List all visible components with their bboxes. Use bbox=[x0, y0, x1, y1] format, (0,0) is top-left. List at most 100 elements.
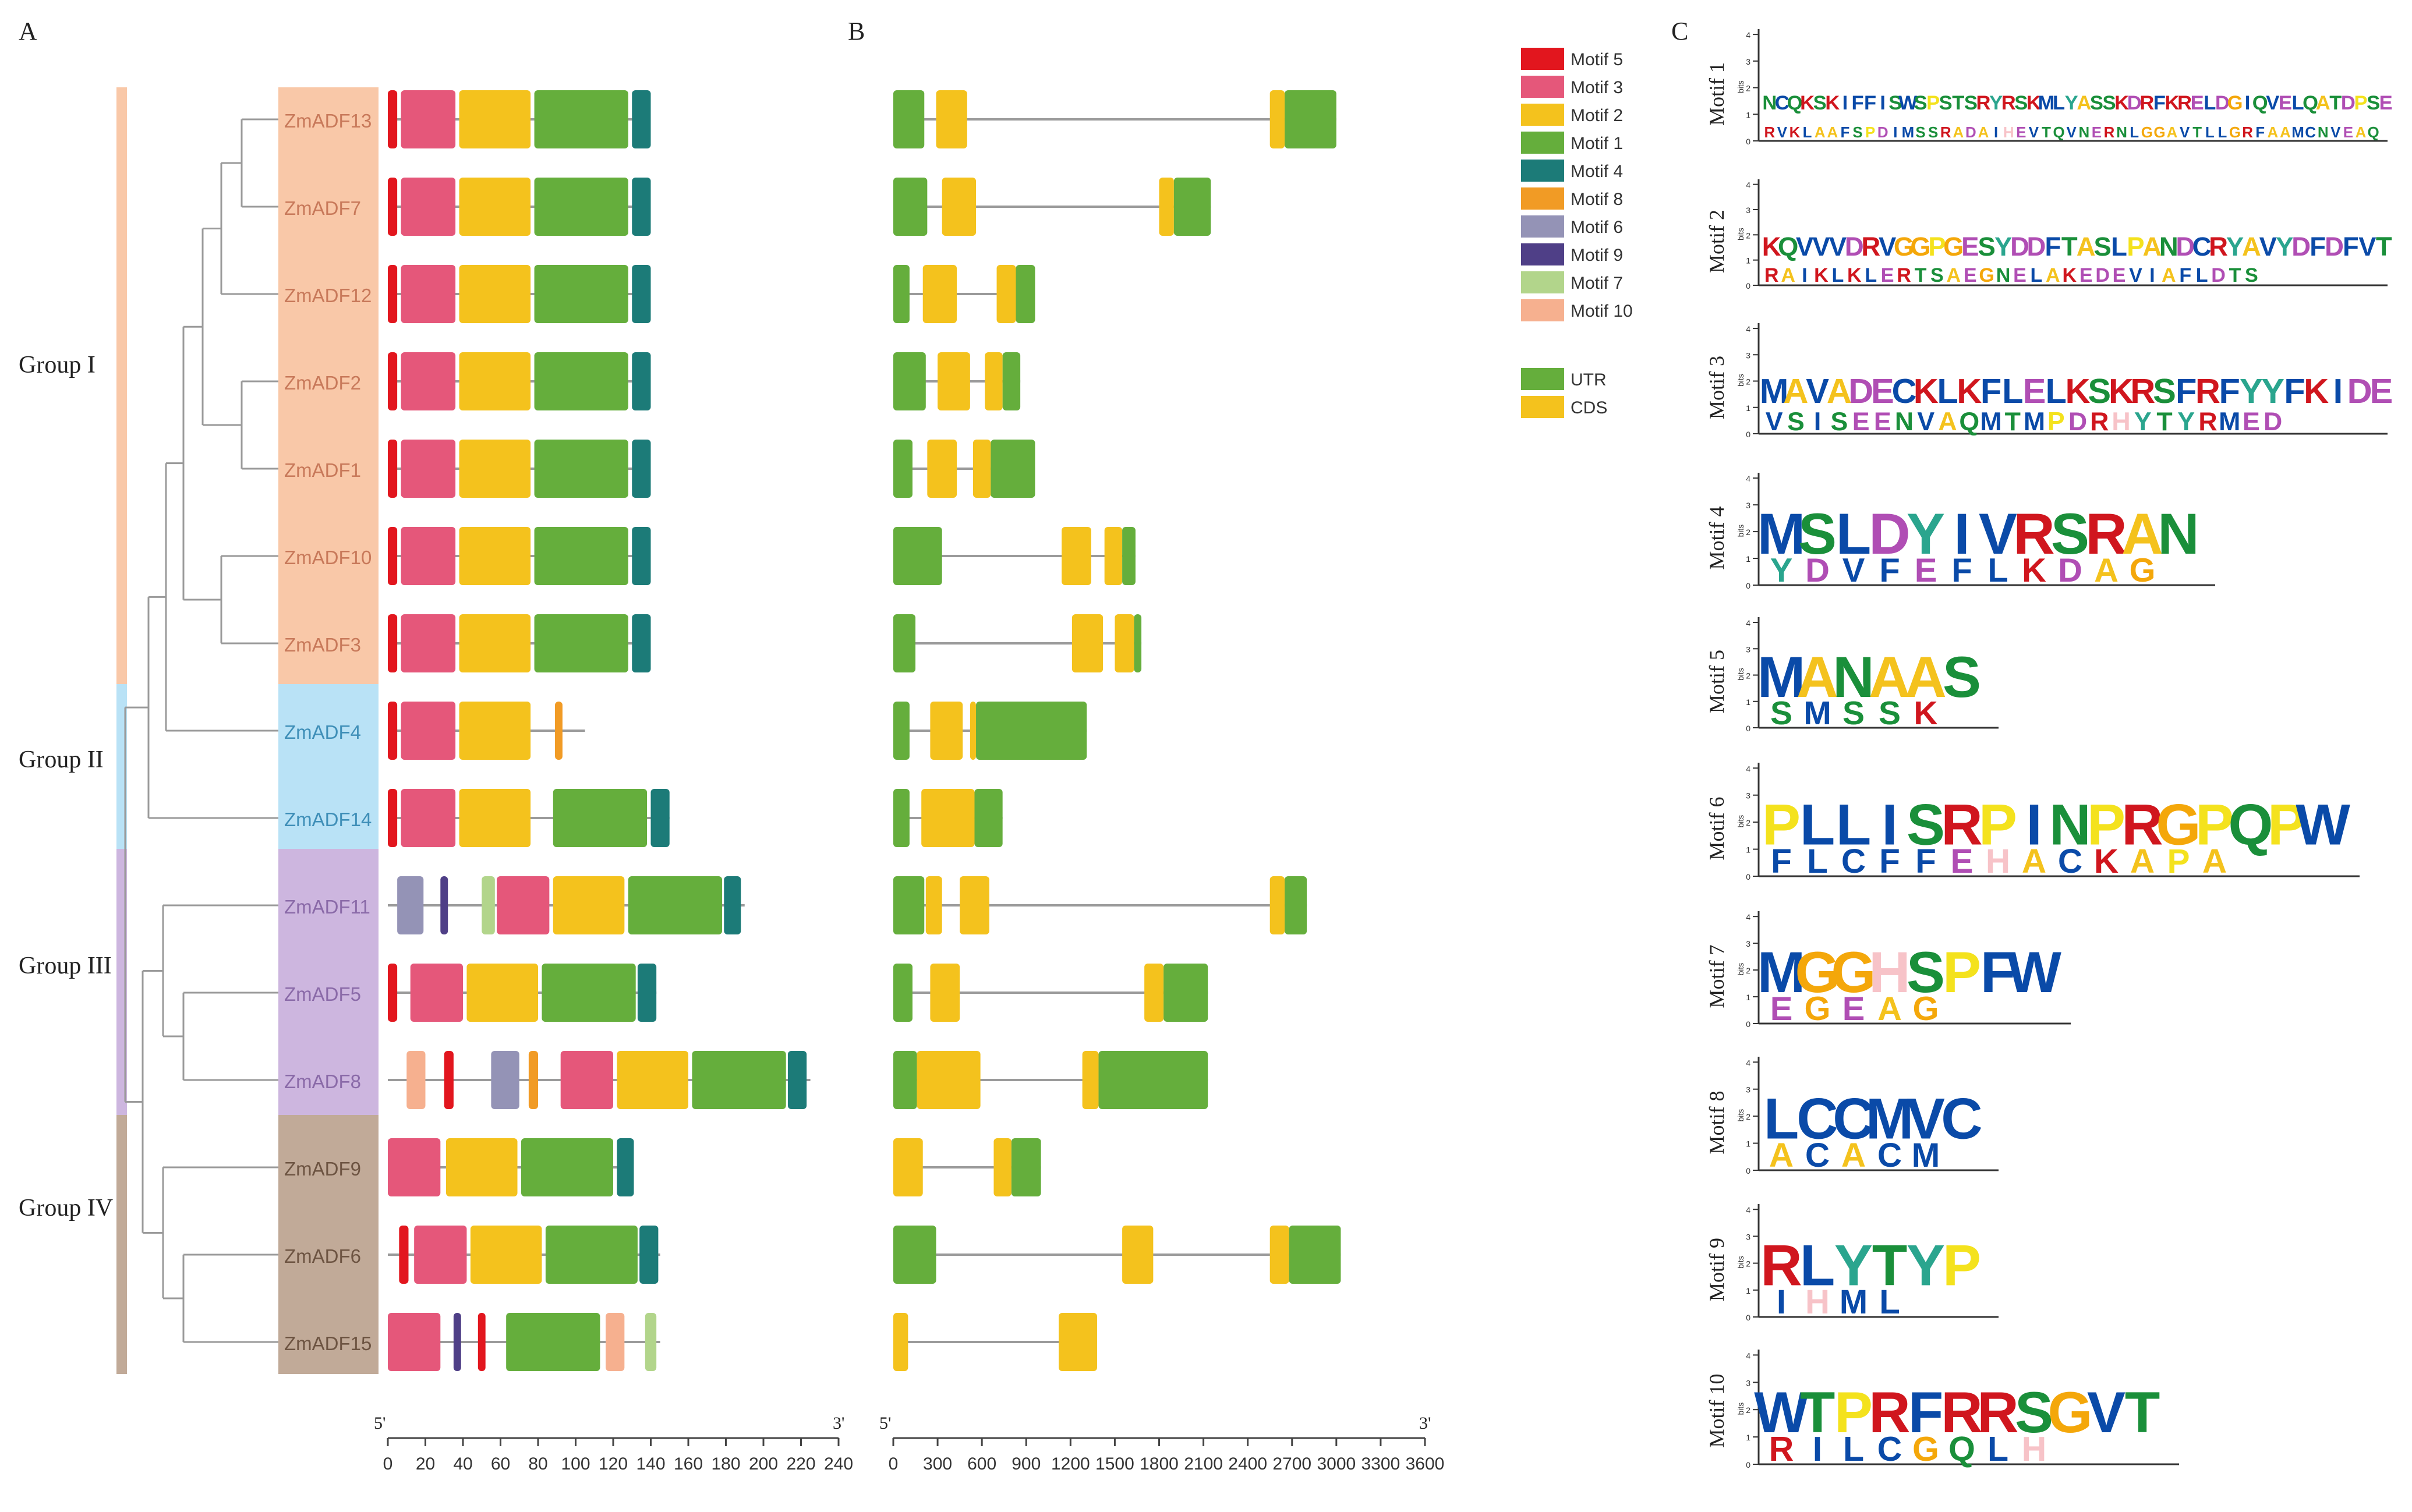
logo-residue: V bbox=[1907, 1086, 1945, 1151]
bits-label: bits bbox=[1736, 80, 1745, 93]
b-axis-tick-label: 600 bbox=[967, 1454, 996, 1474]
motif-block-m3 bbox=[560, 1051, 613, 1109]
logo-residue-minor: E bbox=[1852, 408, 1870, 436]
logo-residue-minor: A bbox=[1769, 1136, 1794, 1174]
logo-residue: S bbox=[1798, 502, 1837, 566]
logo-residue: S bbox=[1943, 645, 1981, 710]
exon-cds bbox=[930, 964, 960, 1022]
exon-cds bbox=[942, 178, 977, 236]
a-axis-tick-label: 20 bbox=[416, 1454, 435, 1474]
logo-residue-minor: K bbox=[2022, 552, 2046, 589]
gene-name-zmadf4: ZmADF4 bbox=[284, 721, 361, 743]
logo-residue-minor: S bbox=[1879, 695, 1901, 732]
motif-logo-label: Motif 9 bbox=[1705, 1238, 1728, 1301]
logo-residue-minor: I bbox=[1893, 125, 1897, 141]
logo-residue: S bbox=[2051, 502, 2089, 566]
bits-tick-label: 0 bbox=[1746, 581, 1750, 590]
logo-residue: K bbox=[1800, 92, 1815, 114]
bits-tick-label: 3 bbox=[1746, 206, 1750, 215]
logo-residue: A bbox=[1869, 645, 1911, 710]
logo-residue: L bbox=[2204, 92, 2216, 114]
bits-tick-label: 2 bbox=[1746, 527, 1750, 537]
motif-block-m3 bbox=[388, 1313, 441, 1371]
logo-residue: P bbox=[1979, 792, 2017, 857]
logo-residue-minor: L bbox=[1807, 842, 1828, 880]
logo-residue-minor: A bbox=[2202, 842, 2227, 880]
logo-residue-minor: A bbox=[2046, 264, 2060, 286]
motif-block-m9 bbox=[440, 876, 448, 934]
logo-residue: F bbox=[2176, 371, 2197, 410]
exon-utr bbox=[1173, 178, 1211, 236]
logo-residue: C bbox=[2192, 232, 2212, 261]
logo-residue-minor: E bbox=[2079, 264, 2093, 286]
logo-residue: A bbox=[2077, 232, 2096, 261]
logo-residue: N bbox=[2049, 792, 2091, 857]
motif-block-m4 bbox=[632, 265, 651, 323]
legend-label-m9: Motif 9 bbox=[1571, 246, 1623, 265]
logo-residue: E bbox=[1961, 232, 1979, 261]
exon-cds bbox=[925, 876, 942, 934]
gene-name-boxes: ZmADF13 ZmADF7 ZmADF12 ZmADF2 ZmADF1 ZmADF10 Z… bbox=[278, 87, 379, 1374]
logo-residue-minor: L bbox=[2031, 264, 2043, 286]
logo-residue-minor: I bbox=[1814, 408, 1821, 436]
logo-residue: R bbox=[1977, 1380, 2019, 1445]
bits-tick-label: 1 bbox=[1746, 697, 1750, 707]
logo-residue-minor: R bbox=[1764, 264, 1779, 286]
bits-tick-label: 0 bbox=[1746, 724, 1750, 733]
logo-residue: L bbox=[2046, 371, 2067, 410]
exon-utr bbox=[893, 702, 910, 760]
logo-residue-minor: N bbox=[2116, 125, 2127, 141]
logo-residue: R bbox=[1869, 1380, 1911, 1445]
motif-block-m2 bbox=[617, 1051, 688, 1109]
logo-residue-minor: I bbox=[1813, 1429, 1822, 1468]
logo-residue: F bbox=[2045, 232, 2061, 261]
a-axis-tick-label: 200 bbox=[749, 1454, 778, 1474]
logo-residue: T bbox=[2376, 232, 2392, 261]
motif-block-m4 bbox=[639, 1226, 659, 1284]
bits-tick-label: 1 bbox=[1746, 845, 1750, 855]
logo-residue: M bbox=[1757, 940, 1806, 1005]
logo-residue: P bbox=[1943, 940, 1981, 1005]
legend-label-m4: Motif 4 bbox=[1571, 162, 1623, 181]
logo-residue-minor: V bbox=[2029, 125, 2039, 141]
logo-residue: R bbox=[1976, 92, 1991, 114]
logo-residue: G bbox=[1795, 940, 1840, 1005]
logo-residue-minor: D bbox=[2058, 552, 2082, 589]
bits-tick-label: 1 bbox=[1746, 1286, 1750, 1295]
gene-name-zmadf5: ZmADF5 bbox=[284, 983, 361, 1005]
logo-residue-minor: A bbox=[2167, 125, 2178, 141]
logo-residue-minor: A bbox=[1781, 264, 1795, 286]
motif-block-m9 bbox=[453, 1313, 461, 1371]
logo-residue: M bbox=[1760, 371, 1789, 410]
exon-utr bbox=[1163, 964, 1208, 1022]
logo-residue: Q bbox=[2252, 92, 2268, 114]
motif-logo-label: Motif 5 bbox=[1705, 650, 1728, 713]
name-column-band-4 bbox=[278, 1115, 379, 1374]
exon-cds bbox=[972, 440, 991, 498]
logo-residue-minor: E bbox=[2016, 125, 2026, 141]
bits-tick-label: 1 bbox=[1746, 1433, 1750, 1442]
logo-residue: F bbox=[2153, 92, 2166, 114]
logo-residue: K bbox=[1825, 92, 1840, 114]
motif-block-m5 bbox=[388, 265, 398, 323]
logo-residue-minor: V bbox=[1766, 408, 1783, 436]
motif-block-m2 bbox=[459, 527, 531, 585]
logo-residue-minor: A bbox=[2280, 125, 2291, 141]
logo-residue-minor: L bbox=[1987, 552, 2008, 589]
a-axis-tick-label: 60 bbox=[491, 1454, 510, 1474]
logo-residue: T bbox=[1952, 92, 1964, 114]
motif-block-m4 bbox=[637, 964, 657, 1022]
motif-block-m3 bbox=[410, 964, 463, 1022]
motif-block-m1 bbox=[534, 614, 628, 672]
exon-utr bbox=[991, 440, 1035, 498]
logo-residue-minor: H bbox=[1805, 1283, 1830, 1321]
logo-residue: M bbox=[2038, 92, 2055, 114]
bits-tick-label: 0 bbox=[1746, 1460, 1750, 1469]
gene-name-zmadf2: ZmADF2 bbox=[284, 372, 361, 394]
logo-residue: D bbox=[2176, 232, 2195, 261]
exon-cds bbox=[917, 1051, 981, 1109]
legend-swatch-m8 bbox=[1521, 187, 1564, 210]
